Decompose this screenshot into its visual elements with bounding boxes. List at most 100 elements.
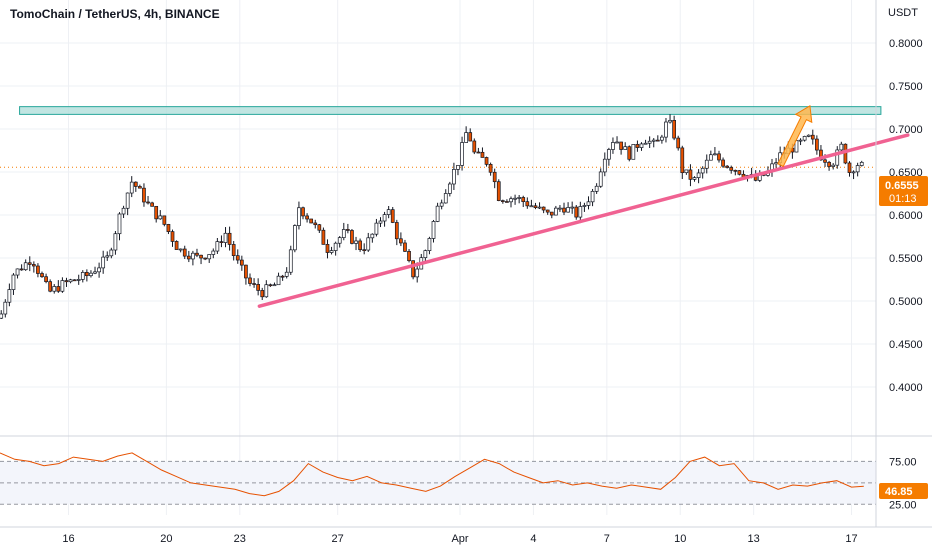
candle-down [48, 281, 53, 292]
candle-up [113, 233, 118, 251]
candle-down [313, 222, 318, 226]
candle-up [704, 159, 709, 169]
candle-down [195, 252, 199, 256]
candle-up [517, 197, 522, 199]
candle-up [692, 177, 697, 180]
candle-up [341, 229, 346, 238]
candle-down [248, 277, 252, 284]
candle-down [819, 149, 823, 161]
candle-up [211, 250, 216, 255]
candle-down [317, 224, 322, 231]
y-tick-label: 0.5000 [889, 296, 923, 308]
candle-down [44, 276, 48, 283]
candle-down [19, 268, 24, 271]
price-badge: 0.6555 01:13 [879, 176, 928, 206]
candle-up [602, 158, 607, 173]
candle-up [798, 139, 803, 142]
candle-down [85, 272, 89, 277]
candle-up [423, 250, 428, 259]
candle-up [598, 171, 603, 187]
candle-up [337, 237, 342, 244]
candle-up [105, 255, 110, 258]
candle-up [586, 201, 591, 206]
y-tick-label: 0.6000 [889, 210, 923, 222]
candle-up [537, 206, 542, 209]
candle-up [439, 202, 444, 207]
candle-up [570, 206, 575, 209]
candle-down [219, 241, 224, 243]
candle-down [815, 138, 819, 151]
candle-down [549, 211, 554, 216]
candle-up [660, 136, 664, 141]
candle-down [244, 264, 248, 279]
candle-up [684, 169, 689, 174]
candle-up [93, 271, 97, 274]
candle-up [89, 272, 93, 277]
resistance-zone[interactable] [19, 106, 882, 115]
candle-up [582, 205, 587, 207]
x-tick-label: 4 [530, 533, 536, 545]
candle-down [484, 157, 489, 165]
candle-down [36, 265, 40, 274]
candle-down [394, 222, 399, 240]
candle-up [354, 240, 358, 244]
candle-up [558, 207, 562, 210]
candle-up [284, 271, 289, 277]
x-tick-label: 23 [234, 533, 246, 545]
x-tick-label: 13 [748, 533, 760, 545]
candle-up [178, 248, 183, 251]
candle-up [668, 119, 672, 123]
candle-down [64, 280, 69, 283]
candle-up [647, 140, 652, 144]
currency-label: USDT [888, 7, 918, 19]
candlestick-series [0, 114, 864, 319]
candle-down [407, 251, 411, 262]
candle-up [366, 237, 371, 251]
y-tick-label: 0.4000 [889, 382, 923, 394]
candle-up [623, 146, 628, 150]
candle-down [411, 260, 415, 278]
candle-up [272, 284, 277, 287]
candle-up [333, 242, 338, 251]
candle-up [293, 225, 297, 251]
candle-up [121, 207, 126, 215]
candle-up [806, 134, 811, 137]
candle-down [635, 144, 640, 148]
candle-down [505, 201, 509, 203]
candle-down [729, 167, 734, 171]
candle-up [509, 198, 513, 203]
candle-up [611, 142, 615, 150]
candle-down [239, 259, 244, 266]
candle-down [525, 201, 530, 207]
candle-down [203, 257, 207, 260]
candle-up [223, 232, 228, 243]
candle-down [162, 215, 167, 225]
candle-down [362, 249, 367, 252]
candle-up [443, 193, 448, 204]
x-tick-label: 17 [845, 533, 857, 545]
candle-up [370, 233, 375, 239]
rsi-tick-label: 75.00 [889, 456, 917, 468]
candle-up [713, 153, 717, 156]
candle-up [651, 139, 656, 142]
drawing-tools[interactable] [257, 104, 910, 308]
candle-down [138, 186, 142, 189]
candle-up [456, 165, 460, 170]
candle-up [452, 169, 456, 185]
candle-up [578, 206, 583, 218]
candle-down [182, 248, 187, 257]
candle-up [529, 205, 534, 208]
candle-down [56, 286, 61, 292]
candle-down [688, 169, 693, 180]
candle-up [11, 274, 16, 290]
candle-down [655, 139, 660, 142]
candle-down [358, 240, 362, 251]
rsi-badge-value: 46.85 [885, 486, 913, 498]
candle-down [72, 279, 77, 282]
candle-down [541, 206, 546, 211]
candle-down [321, 229, 326, 245]
candle-up [839, 143, 844, 151]
y-tick-label: 0.7500 [889, 81, 923, 93]
candle-down [174, 241, 179, 250]
